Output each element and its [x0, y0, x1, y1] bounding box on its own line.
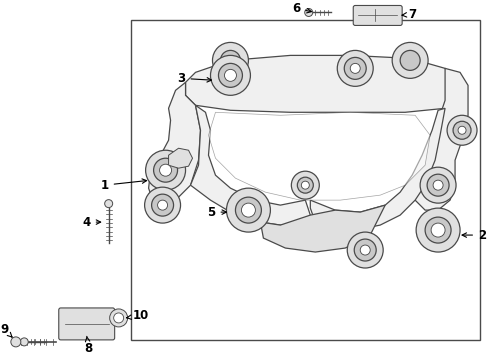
Circle shape — [236, 197, 261, 223]
Polygon shape — [209, 112, 430, 200]
Circle shape — [392, 42, 428, 78]
Circle shape — [337, 50, 373, 86]
Text: 5: 5 — [207, 206, 226, 219]
Text: 9: 9 — [0, 323, 12, 337]
Circle shape — [151, 194, 173, 216]
Text: 4: 4 — [82, 216, 100, 229]
Circle shape — [213, 42, 248, 78]
Circle shape — [354, 239, 376, 261]
Circle shape — [114, 313, 123, 323]
Circle shape — [220, 50, 241, 70]
Text: 2: 2 — [462, 229, 486, 242]
Circle shape — [360, 245, 370, 255]
Circle shape — [427, 174, 449, 196]
Text: 10: 10 — [127, 310, 149, 323]
Circle shape — [347, 232, 383, 268]
Circle shape — [350, 63, 360, 73]
FancyBboxPatch shape — [353, 5, 402, 26]
Text: 1: 1 — [100, 179, 147, 192]
Polygon shape — [148, 82, 200, 205]
Circle shape — [11, 337, 21, 347]
Circle shape — [224, 69, 237, 81]
Circle shape — [420, 167, 456, 203]
FancyBboxPatch shape — [59, 308, 115, 340]
Circle shape — [458, 126, 466, 134]
Text: 3: 3 — [177, 72, 212, 85]
Circle shape — [433, 180, 443, 190]
Text: 7: 7 — [402, 8, 416, 21]
Circle shape — [447, 115, 477, 145]
Polygon shape — [186, 55, 455, 112]
Text: 6: 6 — [292, 2, 311, 15]
Text: 8: 8 — [85, 336, 93, 355]
Circle shape — [242, 203, 255, 217]
Circle shape — [219, 63, 243, 87]
Polygon shape — [260, 205, 385, 252]
Circle shape — [301, 181, 309, 189]
Polygon shape — [412, 68, 468, 210]
Polygon shape — [191, 105, 310, 225]
Circle shape — [305, 9, 313, 17]
Bar — [131, 21, 480, 340]
Polygon shape — [169, 148, 193, 168]
Circle shape — [431, 223, 445, 237]
Circle shape — [400, 50, 420, 70]
Circle shape — [20, 338, 28, 346]
Circle shape — [145, 187, 180, 223]
Circle shape — [344, 57, 366, 79]
Circle shape — [110, 309, 127, 327]
Circle shape — [146, 150, 186, 190]
Circle shape — [292, 171, 319, 199]
Circle shape — [416, 208, 460, 252]
Circle shape — [158, 200, 168, 210]
Circle shape — [153, 158, 177, 182]
Polygon shape — [310, 108, 445, 230]
Circle shape — [105, 200, 113, 208]
Circle shape — [211, 55, 250, 95]
Circle shape — [226, 188, 270, 232]
Circle shape — [425, 217, 451, 243]
Circle shape — [453, 121, 471, 139]
Circle shape — [297, 177, 313, 193]
Circle shape — [160, 164, 172, 176]
